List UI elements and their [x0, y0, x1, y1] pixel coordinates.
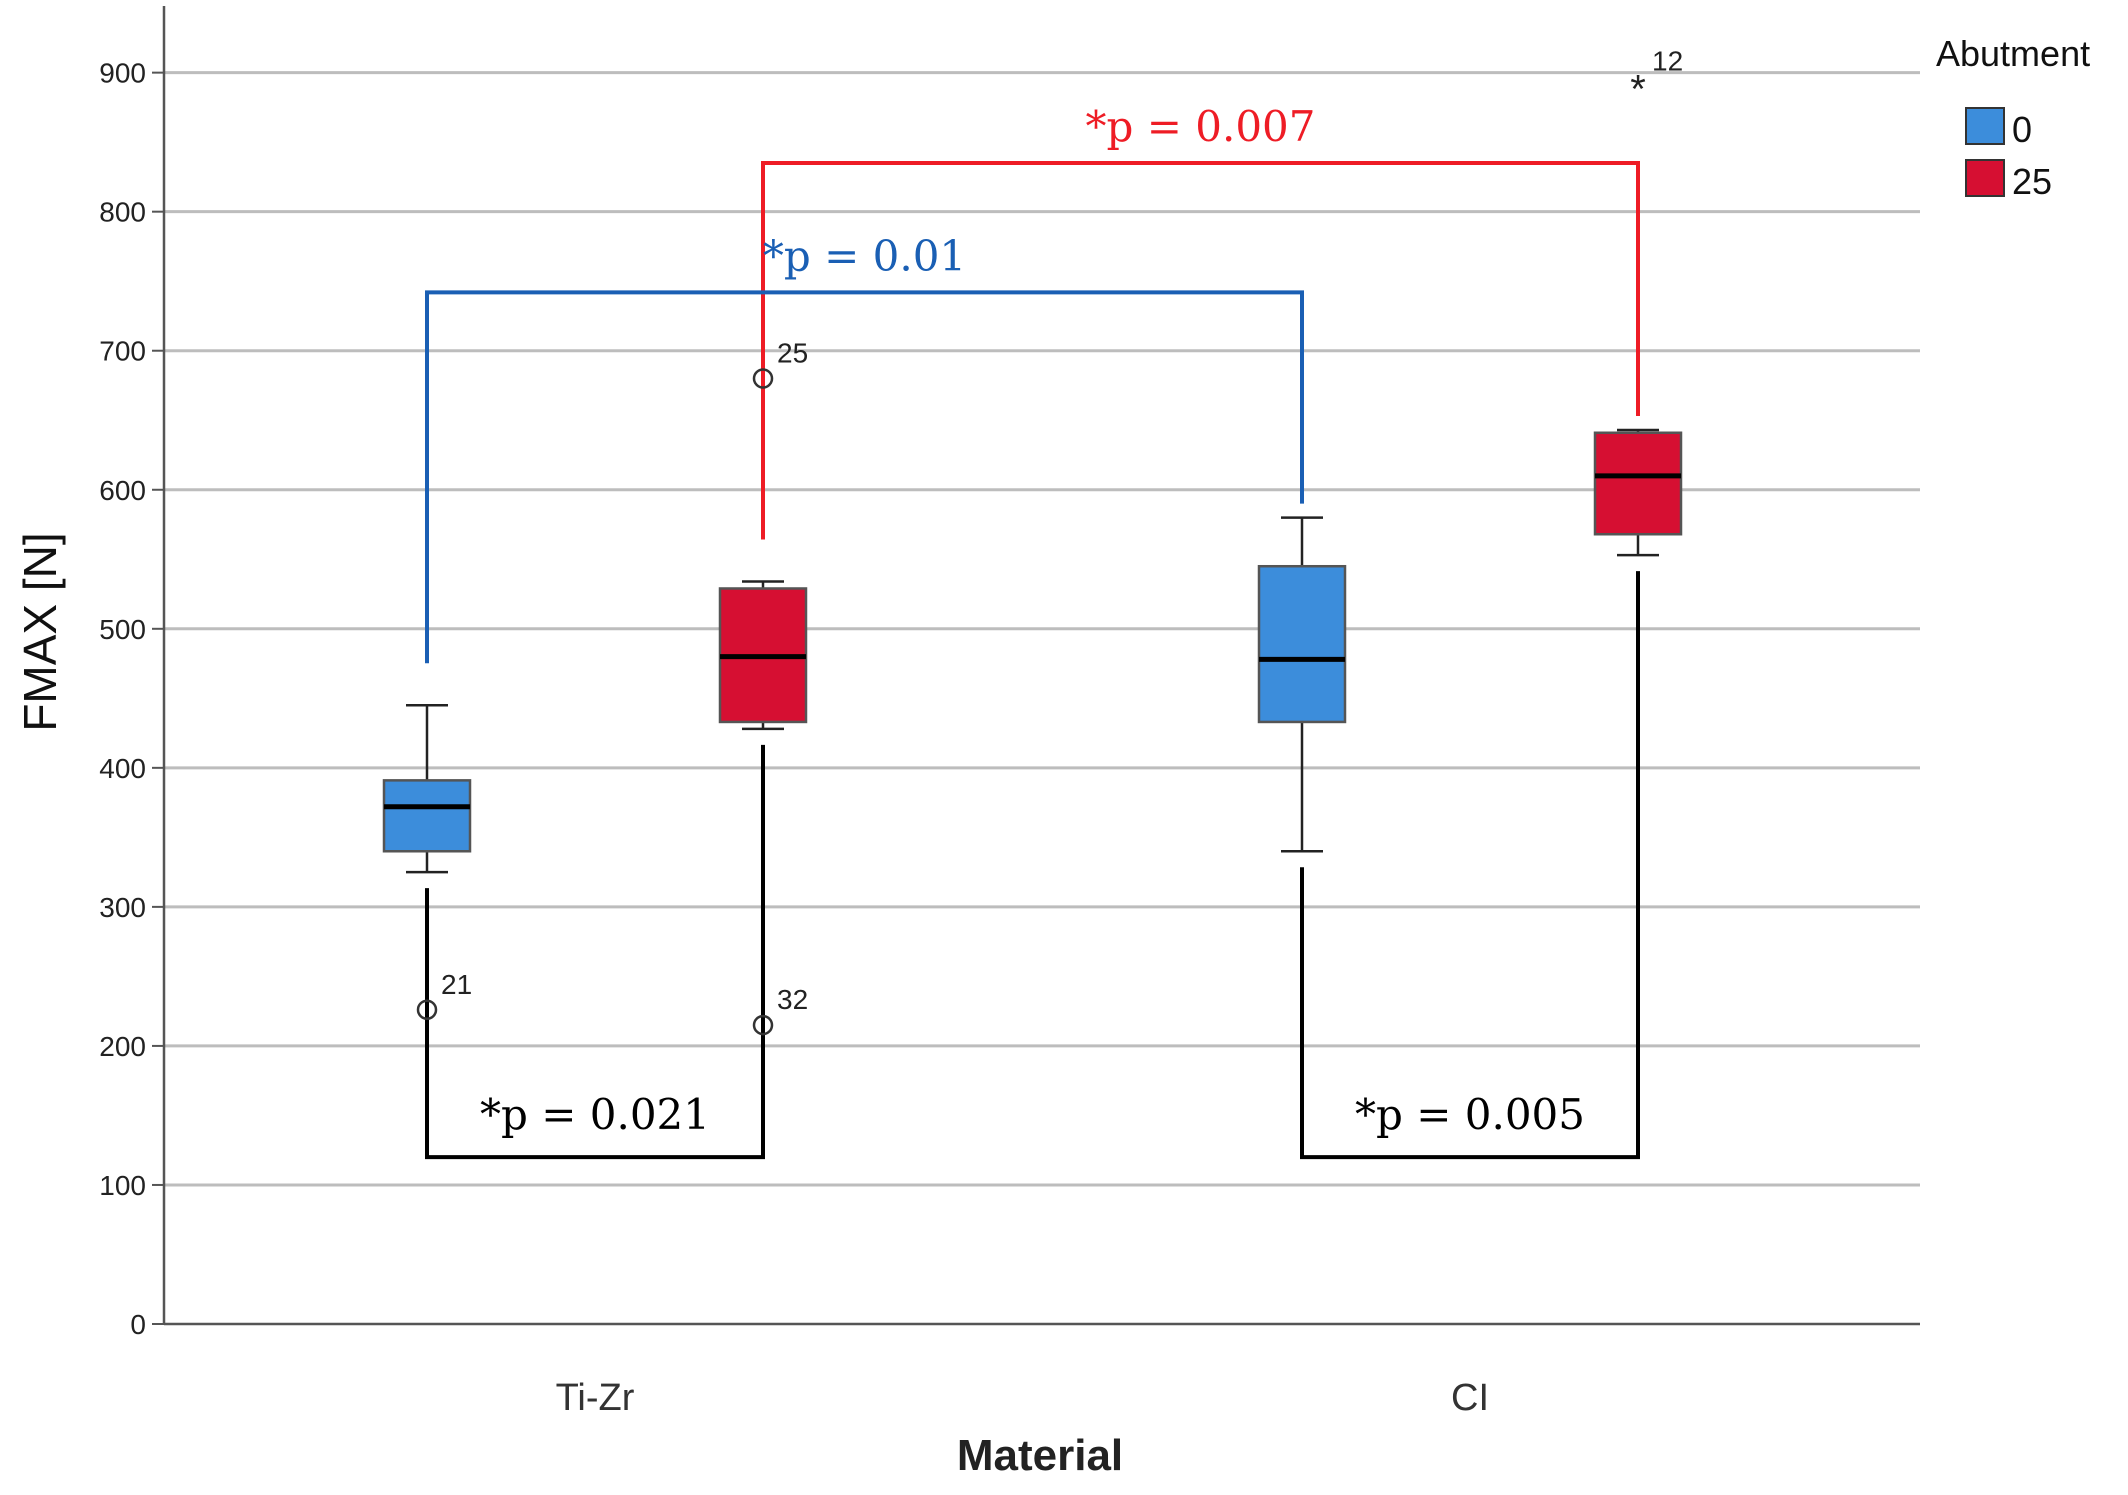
outlier-circle [752, 368, 774, 389]
box-25-Ti-Zr [718, 580, 808, 731]
legend-label-0: 0 [2012, 109, 2032, 150]
legend: Abutment 0 25 [1936, 33, 2090, 202]
x-axis-title: Material [957, 1431, 1123, 1480]
box-25-CI [1593, 428, 1683, 557]
boxes [382, 428, 1683, 874]
box-body [382, 779, 472, 853]
p-value-label: *p = 0.01 [763, 231, 966, 280]
p-value-label: *p = 0.021 [480, 1090, 710, 1139]
y-tick-label: 400 [99, 753, 146, 784]
outlier-circle [752, 1014, 774, 1036]
box-0-CI [1257, 516, 1347, 853]
legend-swatch-25 [1965, 159, 2005, 197]
y-tick-label: 100 [99, 1170, 146, 1201]
outlier-label: 32 [777, 984, 808, 1015]
p-value-label: *p = 0.007 [1085, 102, 1315, 151]
y-tick-label: 800 [99, 197, 146, 228]
y-tick-label: 700 [99, 336, 146, 367]
gridlines [152, 71, 1920, 1325]
p-value-label: *p = 0.005 [1355, 1090, 1585, 1139]
legend-title: Abutment [1936, 33, 2090, 74]
x-category-labels: Ti-Zr CI [556, 1377, 1489, 1419]
outlier-label: 12 [1652, 46, 1683, 77]
significance-bracket [425, 290, 1304, 664]
significance-bracket [425, 744, 765, 1160]
box-body [1593, 431, 1683, 536]
x-category-label: Ti-Zr [556, 1377, 635, 1419]
y-tick-label: 500 [99, 614, 146, 645]
legend-label-25: 25 [2012, 161, 2052, 202]
significance-bracket [761, 161, 1640, 540]
y-tick-label: 900 [99, 58, 146, 89]
box-body [1257, 564, 1347, 724]
outlier-circle [416, 999, 438, 1021]
axes [162, 6, 1920, 1326]
y-axis-title: FMAX [N] [14, 532, 66, 731]
significance-bracket [1300, 571, 1640, 1160]
box-0-Ti-Zr [382, 704, 472, 874]
outliers: 21 25 32 *12 [416, 46, 1683, 1036]
outlier-label: 25 [777, 338, 808, 369]
x-category-label: CI [1451, 1377, 1489, 1419]
y-tick-labels: 0 100 200 300 400 500 600 700 800 900 [99, 58, 146, 1340]
y-tick-label: 600 [99, 475, 146, 506]
legend-swatch-0 [1965, 107, 2005, 145]
outlier-star: * [1630, 68, 1646, 112]
outlier-label: 21 [441, 969, 472, 1000]
significance-brackets: *p = 0.007 *p = 0.01 *p = 0.021 *p = 0.005 [425, 102, 1640, 1160]
y-tick-label: 0 [130, 1309, 146, 1340]
y-tick-label: 300 [99, 892, 146, 923]
y-tick-label: 200 [99, 1031, 146, 1062]
